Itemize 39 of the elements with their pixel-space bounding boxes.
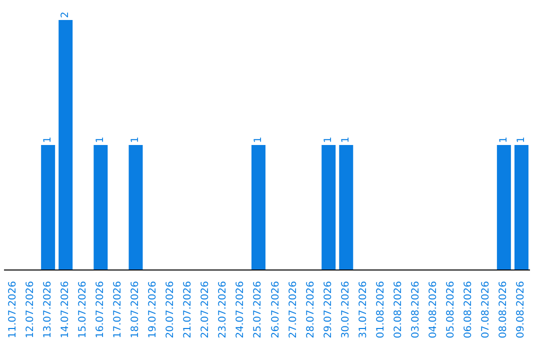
- x-tick-label: 13.07.2026: [42, 281, 54, 338]
- data-label: 2: [60, 12, 72, 18]
- data-label: 1: [95, 136, 106, 143]
- x-tick-label: 12.07.2026: [24, 281, 36, 338]
- x-tick-label: 30.07.2026: [340, 281, 352, 338]
- data-label: 1: [130, 136, 142, 143]
- x-tick-label: 05.08.2026: [446, 281, 457, 338]
- x-tick-label: 22.07.2026: [200, 281, 212, 338]
- x-tick-label: 27.07.2026: [288, 281, 299, 338]
- x-tick-label: 02.08.2026: [393, 281, 404, 338]
- x-tick-label: 16.07.2026: [94, 281, 106, 338]
- x-tick-label: 26.07.2026: [270, 281, 282, 338]
- x-tick-label: 01.08.2026: [375, 281, 386, 338]
- x-tick-label: 28.07.2026: [305, 281, 316, 338]
- x-tick-label: 19.07.2026: [148, 281, 159, 338]
- x-tick-label: 11.07.2026: [7, 281, 18, 338]
- x-tick-label: 21.07.2026: [182, 281, 194, 338]
- x-tick-label: 06.08.2026: [463, 281, 474, 338]
- x-tick-label: 09.08.2026: [516, 281, 527, 338]
- x-tick-label: 25.07.2026: [252, 281, 264, 338]
- x-tick-label: 04.08.2026: [428, 281, 440, 338]
- data-label: 1: [252, 136, 264, 143]
- x-tick-label: 08.08.2026: [498, 281, 510, 338]
- x-tick-label: 23.07.2026: [218, 281, 229, 338]
- x-tick-label: 31.07.2026: [358, 281, 369, 338]
- x-tick-label: 20.07.2026: [165, 281, 176, 338]
- data-label: 1: [516, 136, 527, 143]
- data-label: 1: [42, 136, 54, 143]
- data-label: 1: [498, 136, 510, 143]
- x-tick-label: 15.07.2026: [77, 281, 88, 338]
- x-tick-label: 14.07.2026: [60, 281, 71, 338]
- x-tick-label: 24.07.2026: [235, 281, 246, 338]
- data-label: 1: [340, 136, 352, 143]
- x-tick-label: 07.08.2026: [480, 281, 492, 338]
- x-tick-label: 29.07.2026: [322, 281, 334, 338]
- x-tick-label: 17.07.2026: [112, 281, 124, 338]
- x-tick-label: 03.08.2026: [410, 281, 422, 338]
- x-tick-label: 18.07.2026: [130, 281, 141, 338]
- data-label: 1: [323, 136, 334, 143]
